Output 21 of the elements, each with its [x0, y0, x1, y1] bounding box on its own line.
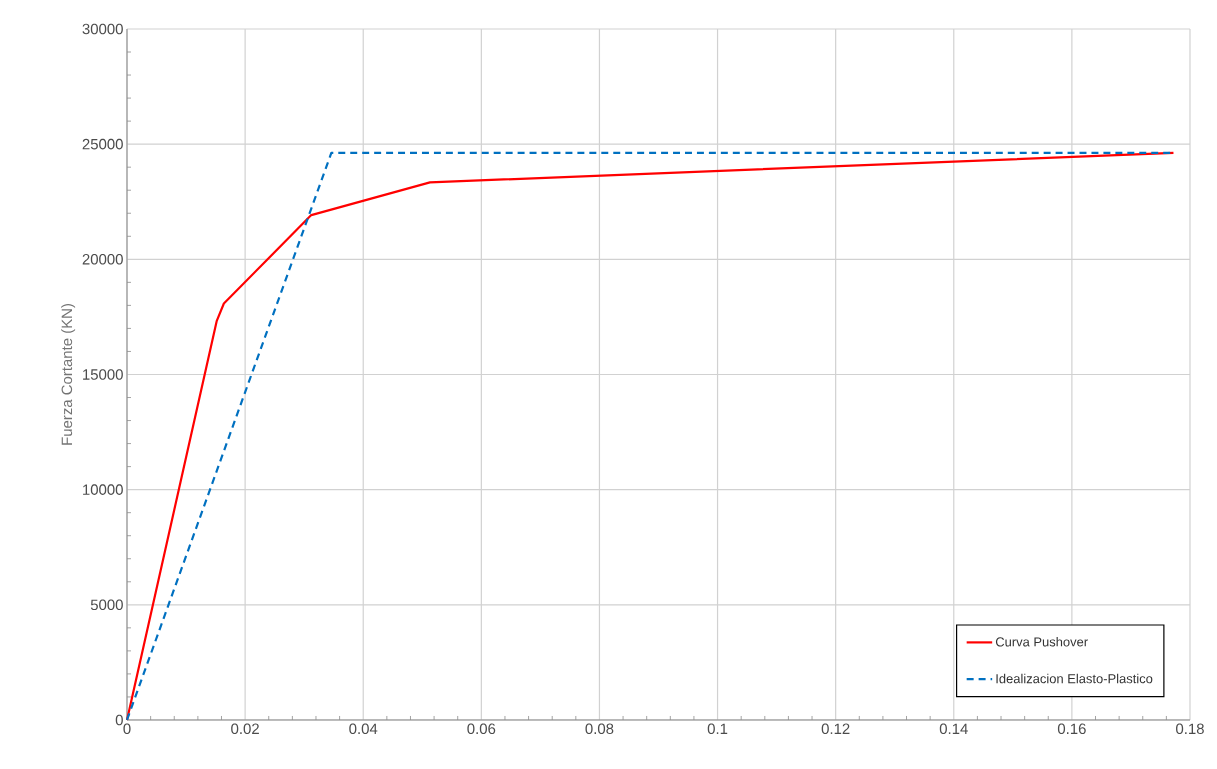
- line-series: [125, 151, 1175, 722]
- legend-label: Idealizacion Elasto-Plastico: [996, 673, 1153, 684]
- y-tick-label: 20000: [82, 254, 123, 265]
- x-tick-label: 0.18: [1176, 723, 1204, 735]
- y-axis-title: Fuerza Cortante (KN): [61, 304, 76, 445]
- y-tick-label: 5000: [90, 599, 123, 611]
- x-tick-label: 0.1: [707, 723, 728, 735]
- x-tick-label: 0.04: [349, 723, 378, 735]
- y-tick-label: 10000: [83, 484, 123, 495]
- x-tick-label: 0.16: [1057, 723, 1086, 735]
- y-tick-label: 30000: [82, 23, 123, 35]
- x-tick-label: 0: [123, 723, 131, 735]
- y-tick-label: 0: [115, 714, 123, 726]
- x-tick-label: 0.02: [231, 723, 259, 735]
- x-tick-label: 0.14: [939, 723, 968, 735]
- x-tick-label: 0.06: [467, 723, 496, 735]
- y-tick-label: 25000: [82, 138, 123, 150]
- x-tick-label: 0.08: [585, 723, 614, 735]
- x-tick-label: 0.12: [821, 723, 850, 735]
- legend-label: Curva Pushover: [995, 636, 1088, 647]
- y-tick-label: 15000: [83, 369, 123, 380]
